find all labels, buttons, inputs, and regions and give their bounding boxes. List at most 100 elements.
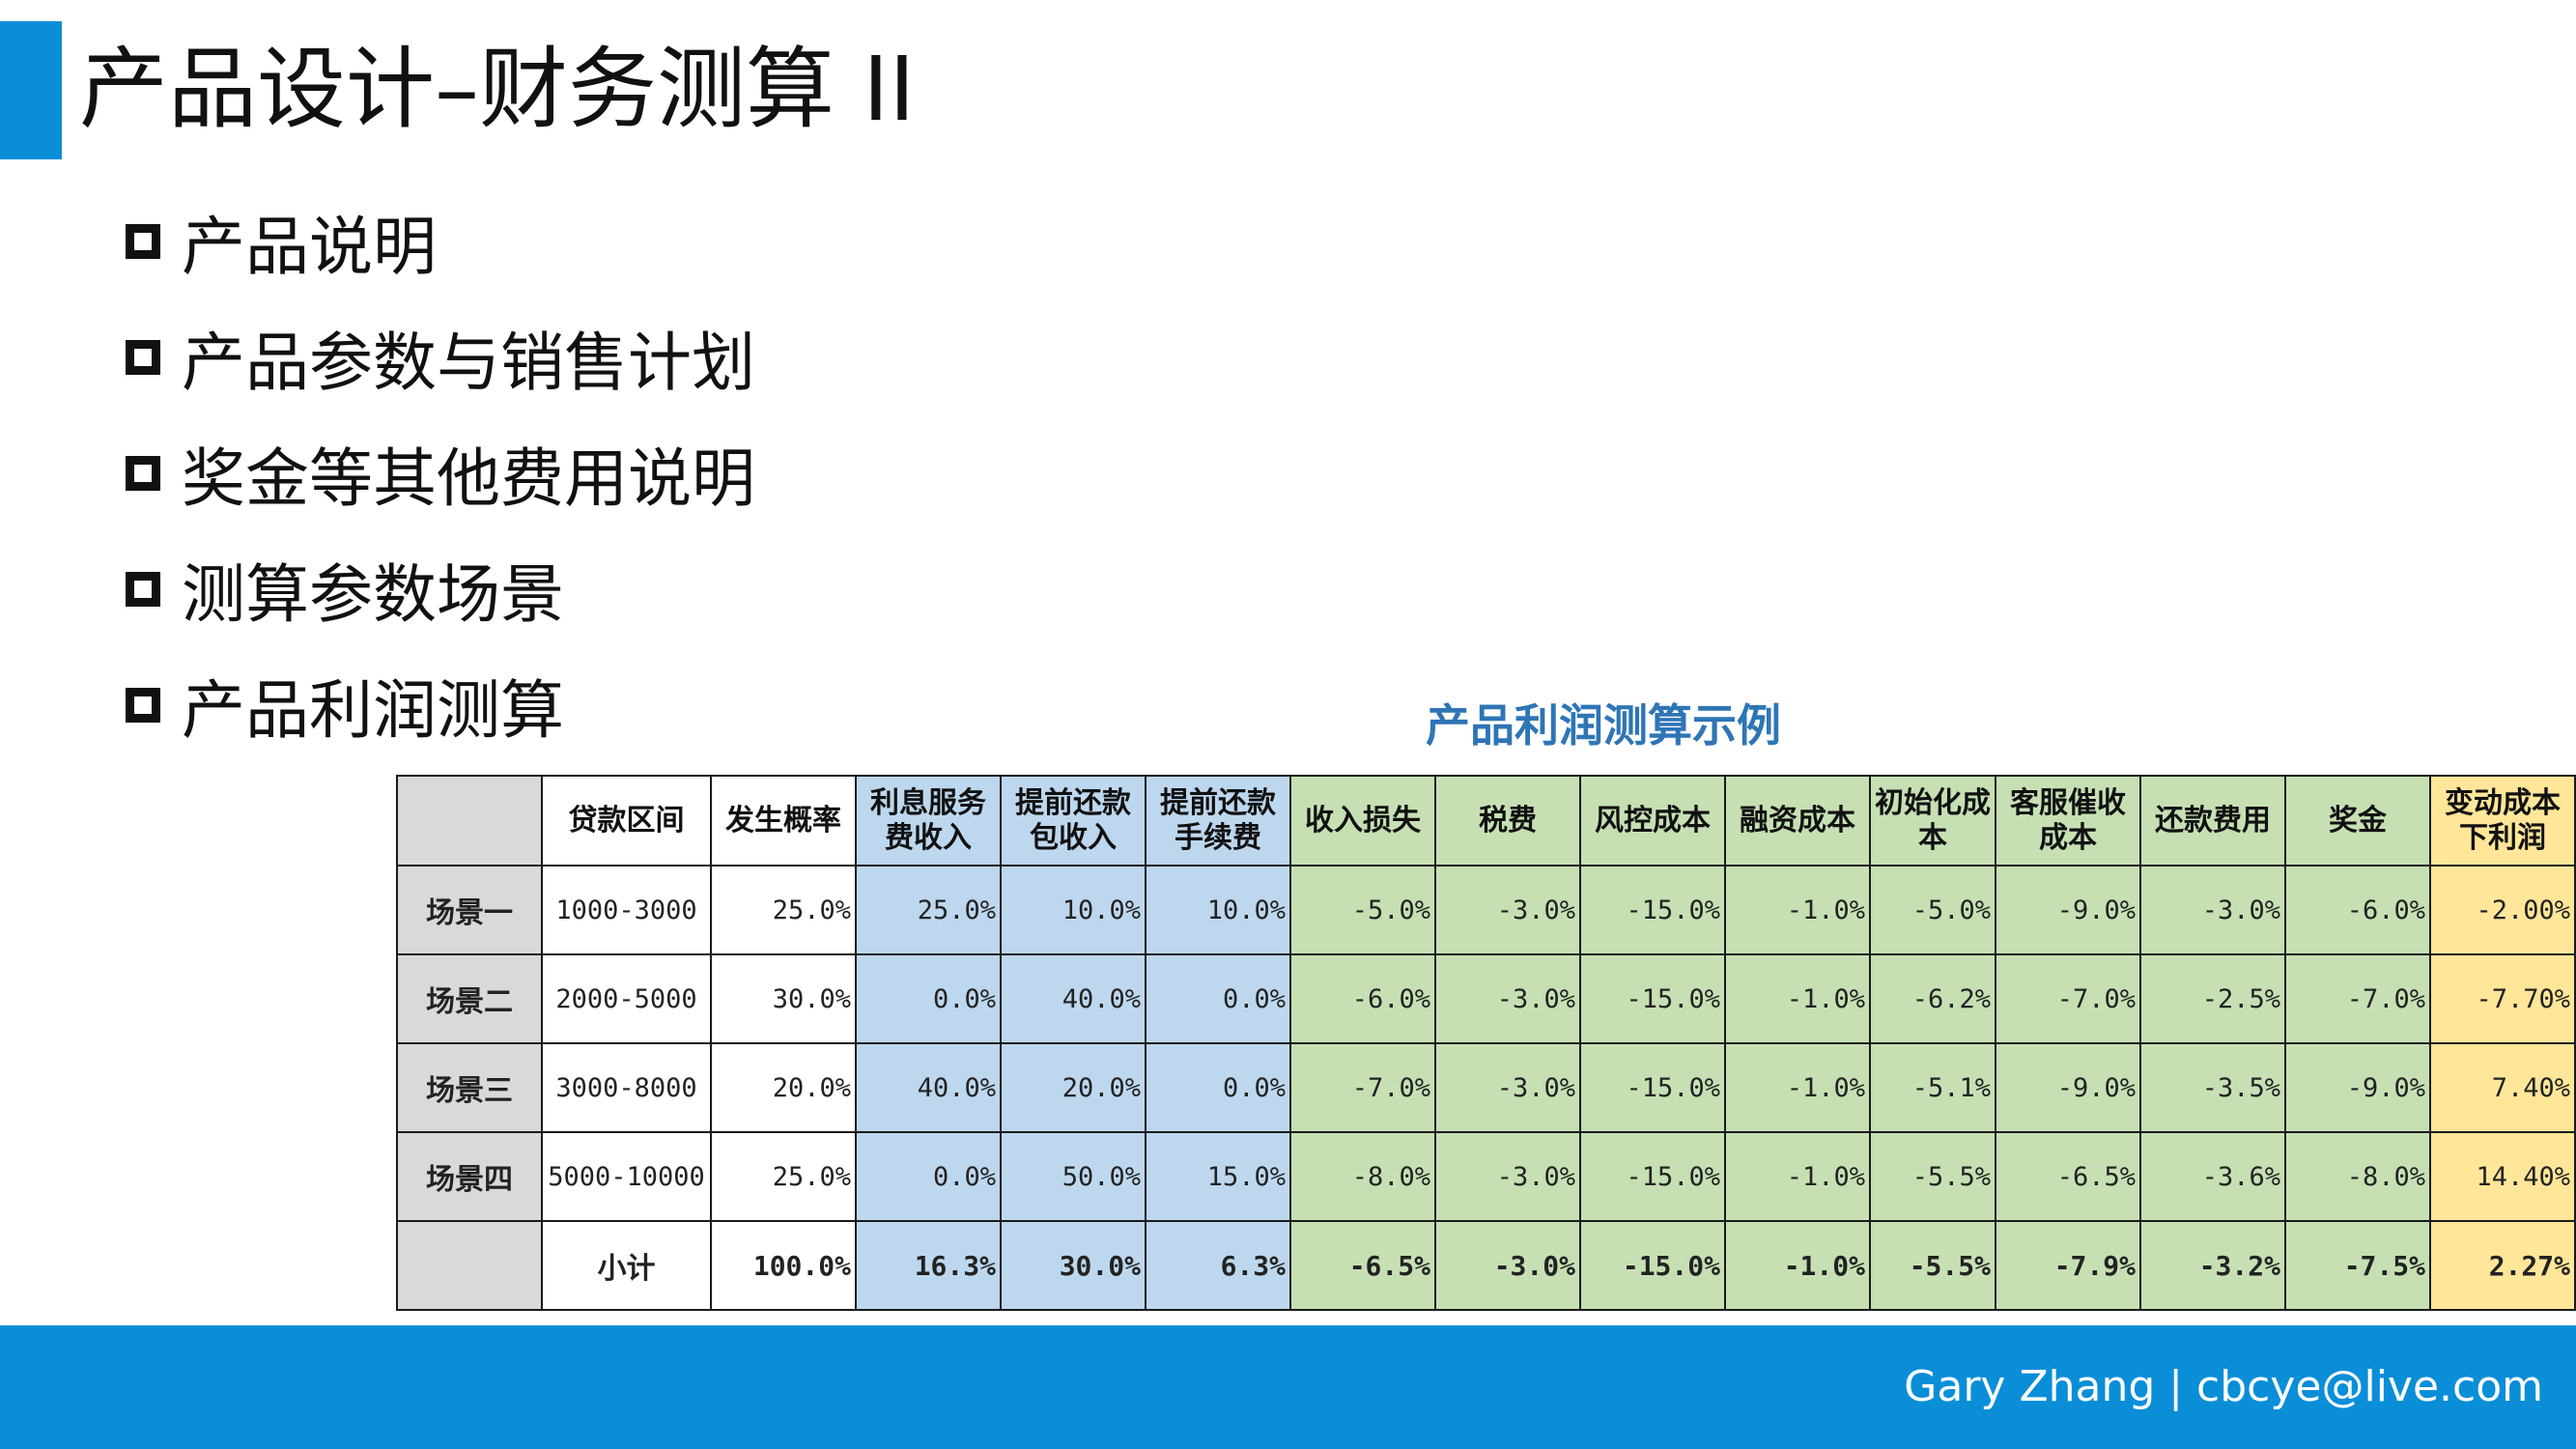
table-cell: -6.5% <box>1995 1131 2141 1222</box>
square-bullet-icon <box>126 688 160 723</box>
subtotal-cell: -6.5% <box>1289 1220 1436 1311</box>
bullet-text: 产品参数与销售计划 <box>182 326 755 400</box>
square-bullet-icon <box>126 340 160 375</box>
table-caption: 产品利润测算示例 <box>1426 699 1781 752</box>
subtotal-cell: -7.5% <box>2284 1220 2431 1311</box>
table-row: 场景二 2000-5000 30.0% 0.0% 40.0% 0.0% -6.0… <box>396 953 2576 1044</box>
table-cell: -9.0% <box>1995 1042 2141 1133</box>
table-cell: -5.5% <box>1869 1131 1996 1222</box>
subtotal-cell: -5.5% <box>1869 1220 1996 1311</box>
table-cell: -2.00% <box>2429 865 2576 955</box>
table-cell: -7.0% <box>1289 1042 1436 1133</box>
table-cell: -7.0% <box>1995 953 2141 1044</box>
subtotal-cell: 16.3% <box>855 1220 1002 1311</box>
header-cell: 贷款区间 <box>541 775 712 867</box>
range-cell: 2000-5000 <box>541 953 712 1044</box>
bullet-item: 产品利润测算 <box>126 647 755 763</box>
table-cell: 20.0% <box>710 1042 857 1133</box>
subtotal-row: 小计 100.0% 16.3% 30.0% 6.3% -6.5% -3.0% -… <box>396 1220 2576 1311</box>
title-accent-bar <box>0 21 62 159</box>
subtotal-cell: 30.0% <box>1000 1220 1146 1311</box>
table-cell: 0.0% <box>1145 953 1291 1044</box>
header-cell: 利息服务费收入 <box>855 775 1002 867</box>
table-cell: -3.0% <box>1434 953 1581 1044</box>
header-cell: 融资成本 <box>1724 775 1871 867</box>
table-cell: 25.0% <box>710 865 857 955</box>
table-cell: 40.0% <box>1000 953 1146 1044</box>
table-cell: -3.0% <box>1434 1131 1581 1222</box>
table-cell: -1.0% <box>1724 1042 1871 1133</box>
bullet-item: 测算参数场景 <box>126 531 755 647</box>
square-bullet-icon <box>126 456 160 491</box>
table-cell: 10.0% <box>1000 865 1146 955</box>
table-cell: 0.0% <box>855 953 1002 1044</box>
table-cell: 50.0% <box>1000 1131 1146 1222</box>
slide-title: 产品设计–财务测算 II <box>79 38 916 141</box>
table-cell: -7.0% <box>2284 953 2431 1044</box>
table-cell: -1.0% <box>1724 953 1871 1044</box>
table-cell: 0.0% <box>1145 1042 1291 1133</box>
header-cell: 初始化成本 <box>1869 775 1996 867</box>
table-cell: -3.5% <box>2139 1042 2286 1133</box>
table-cell: -1.0% <box>1724 865 1871 955</box>
table-cell: -9.0% <box>2284 1042 2431 1133</box>
table-cell: -9.0% <box>1995 865 2141 955</box>
table-cell: -6.0% <box>2284 865 2431 955</box>
bullet-item: 奖金等其他费用说明 <box>126 415 755 531</box>
table-cell: -15.0% <box>1579 1042 1726 1133</box>
table-cell: 20.0% <box>1000 1042 1146 1133</box>
bullet-text: 产品说明 <box>182 210 437 284</box>
header-cell: 提前还款手续费 <box>1145 775 1291 867</box>
header-cell: 奖金 <box>2284 775 2431 867</box>
bullet-text: 奖金等其他费用说明 <box>182 441 755 516</box>
table-cell: -6.0% <box>1289 953 1436 1044</box>
table-cell: 7.40% <box>2429 1042 2576 1133</box>
table-cell: 25.0% <box>855 865 1002 955</box>
table-cell: 10.0% <box>1145 865 1291 955</box>
header-cell: 提前还款包收入 <box>1000 775 1146 867</box>
table-header-row: 贷款区间 发生概率 利息服务费收入 提前还款包收入 提前还款手续费 收入损失 税… <box>396 775 2576 867</box>
footer-bar: Gary Zhang | cbcye@live.com <box>0 1325 2576 1449</box>
table-cell: 14.40% <box>2429 1131 2576 1222</box>
subtotal-label: 小计 <box>541 1220 712 1311</box>
header-cell <box>396 775 543 867</box>
header-cell: 变动成本下利润 <box>2429 775 2576 867</box>
table-cell: 0.0% <box>855 1131 1002 1222</box>
table-cell: -6.2% <box>1869 953 1996 1044</box>
bullet-item: 产品参数与销售计划 <box>126 299 755 415</box>
scenario-label: 场景三 <box>396 1042 543 1133</box>
table-cell: -5.1% <box>1869 1042 1996 1133</box>
header-cell: 客服催收成本 <box>1995 775 2141 867</box>
table-cell: -8.0% <box>2284 1131 2431 1222</box>
table-cell: -5.0% <box>1869 865 1996 955</box>
scenario-label: 场景二 <box>396 953 543 1044</box>
subtotal-cell: 2.27% <box>2429 1220 2576 1311</box>
table-cell: -15.0% <box>1579 953 1726 1044</box>
table-cell: -8.0% <box>1289 1131 1436 1222</box>
table-cell: -15.0% <box>1579 865 1726 955</box>
table-row: 场景三 3000-8000 20.0% 40.0% 20.0% 0.0% -7.… <box>396 1042 2576 1133</box>
subtotal-cell: -15.0% <box>1579 1220 1726 1311</box>
square-bullet-icon <box>126 572 160 607</box>
bullet-text: 产品利润测算 <box>182 673 564 748</box>
range-cell: 5000-10000 <box>541 1131 712 1222</box>
profit-table: 贷款区间 发生概率 利息服务费收入 提前还款包收入 提前还款手续费 收入损失 税… <box>396 775 2576 1311</box>
subtotal-cell: 6.3% <box>1145 1220 1291 1311</box>
square-bullet-icon <box>126 224 160 259</box>
table-cell: -3.0% <box>1434 1042 1581 1133</box>
table-cell: -3.0% <box>1434 865 1581 955</box>
subtotal-cell: -1.0% <box>1724 1220 1871 1311</box>
subtotal-cell: -3.0% <box>1434 1220 1581 1311</box>
subtotal-cell: -7.9% <box>1995 1220 2141 1311</box>
bullet-text: 测算参数场景 <box>182 557 564 632</box>
footer-credit: Gary Zhang | cbcye@live.com <box>1904 1362 2543 1411</box>
header-cell: 税费 <box>1434 775 1581 867</box>
table-cell: -3.6% <box>2139 1131 2286 1222</box>
header-cell: 还款费用 <box>2139 775 2286 867</box>
table-cell: -3.0% <box>2139 865 2286 955</box>
table-cell: 40.0% <box>855 1042 1002 1133</box>
table-cell: 25.0% <box>710 1131 857 1222</box>
range-cell: 1000-3000 <box>541 865 712 955</box>
table-row: 场景一 1000-3000 25.0% 25.0% 10.0% 10.0% -5… <box>396 865 2576 955</box>
